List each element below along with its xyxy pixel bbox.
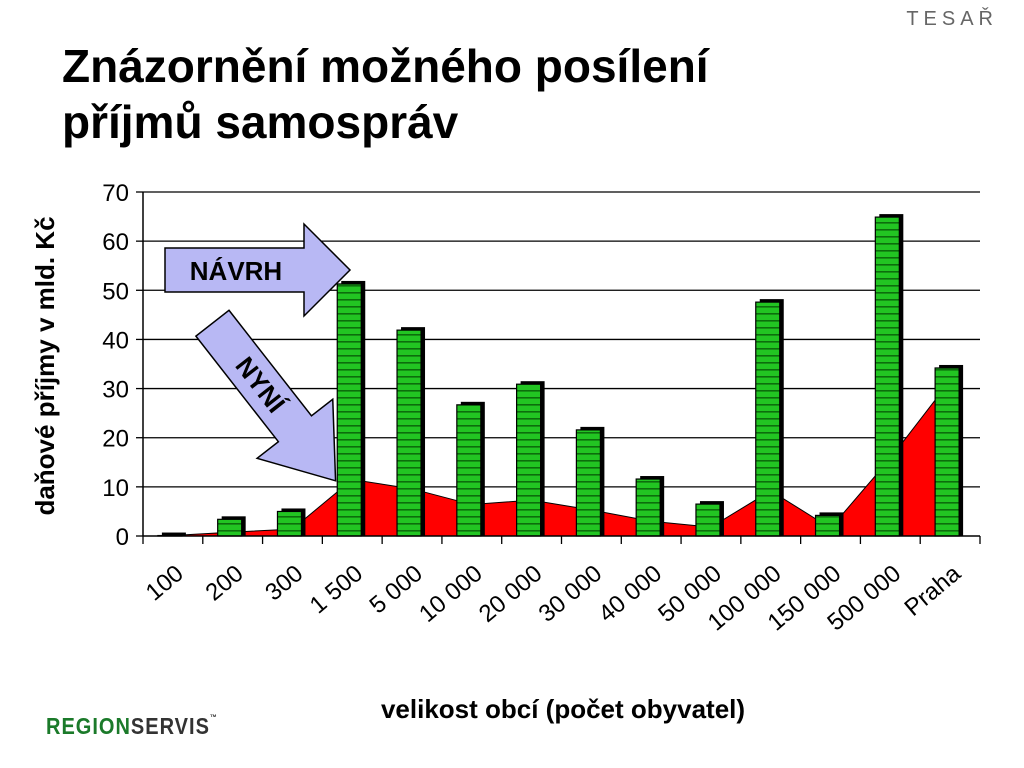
axes-layer: [136, 191, 981, 544]
y-tick-label: 60: [102, 229, 129, 256]
proposal-arrow: NÁVRH: [164, 222, 352, 318]
x-tick-label: 100: [141, 560, 189, 606]
regionservis-logo: REGIONSERVIS™: [46, 714, 218, 740]
x-tick-label: 300: [260, 560, 308, 606]
proposal-bar: [396, 329, 422, 537]
proposal-bar: [755, 301, 781, 537]
logo-part-1: REGION: [46, 714, 131, 740]
y-axis-label: daňové příjmy v mld. Kč: [30, 216, 60, 515]
proposal-bar: [516, 383, 542, 537]
y-tick-label: 20: [102, 426, 129, 453]
proposal-bar: [695, 503, 721, 537]
proposal-bar: [276, 510, 303, 537]
proposal-arrow-label: NÁVRH: [190, 256, 282, 286]
proposal-bar: [934, 367, 960, 537]
proposal-bar: [456, 404, 482, 537]
y-tick-label: 10: [102, 475, 129, 502]
proposal-bar: [635, 478, 661, 537]
y-tick-label: 30: [102, 377, 129, 404]
x-tick-label: Praha: [900, 559, 967, 621]
proposal-bars-layer: [157, 214, 964, 537]
y-tick-label: 70: [102, 180, 129, 207]
y-tick-label: 40: [102, 327, 129, 354]
x-tick-label: 200: [201, 560, 249, 606]
current-arrow-shape: [194, 309, 337, 482]
proposal-bar: [814, 514, 841, 537]
x-axis-label: velikost obcí (počet obyvatel): [381, 694, 745, 724]
proposal-bar: [217, 518, 243, 537]
y-tick-label: 50: [102, 278, 129, 305]
proposal-bar: [874, 216, 900, 537]
author-name: TESAŘ: [906, 8, 998, 30]
y-tick-label: 0: [116, 524, 129, 551]
x-tick-label: 20 000: [474, 560, 548, 628]
x-tick-label: 30 000: [534, 560, 608, 628]
title-line-1: Znázornění možného posílení: [62, 40, 709, 92]
x-tick-label: 10 000: [414, 560, 488, 628]
x-tick-label: 40 000: [593, 560, 667, 628]
bar-shadow: [161, 532, 186, 536]
title-line-2: příjmů samospráv: [62, 96, 459, 148]
x-tick-label: 1 500: [305, 560, 368, 619]
proposal-bar: [575, 429, 601, 537]
logo-trademark: ™: [209, 714, 218, 723]
proposal-bar: [336, 283, 362, 537]
slide-title: Znázornění možného posílení příjmů samos…: [62, 38, 922, 150]
logo-part-2: SERVIS: [130, 714, 210, 740]
proposal-arrow-shape: [164, 222, 352, 318]
grid-lines: [143, 191, 980, 488]
